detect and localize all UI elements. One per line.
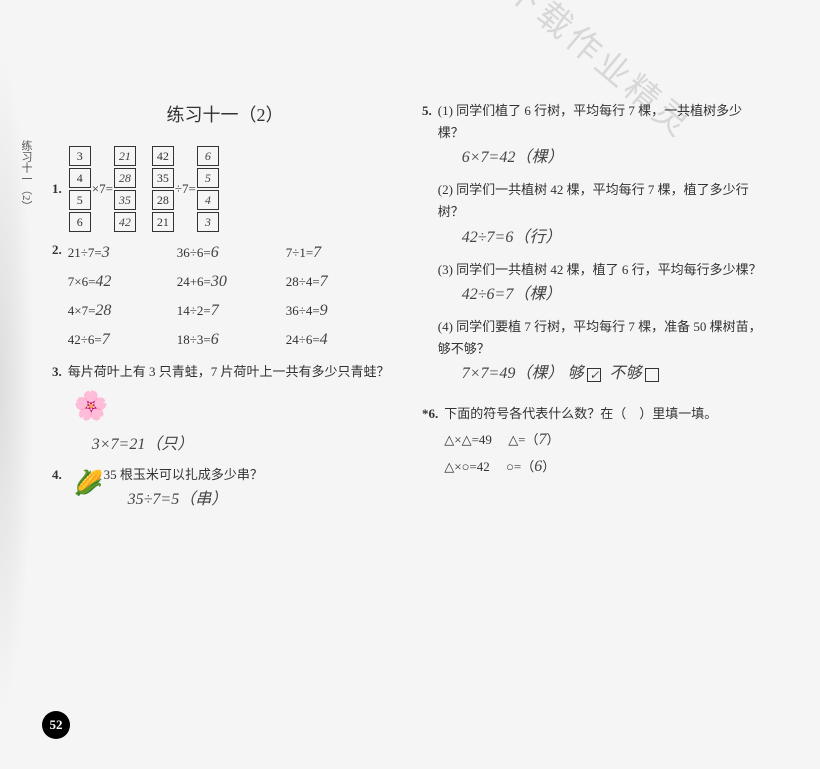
- side-label: 练习十一（2）: [18, 140, 34, 212]
- q2-grid: 21÷7=336÷6=67÷1=7 7×6=4224+6=3028÷4=7 4×7=…: [68, 239, 398, 356]
- q1-left-outputs: 21 28 35 42: [113, 145, 137, 233]
- page-curve: [0, 0, 40, 769]
- cell: 28: [114, 168, 136, 188]
- left-column: 练习十一（2） 1. 3 4 5 6 ×7= 21 28 35 42: [40, 100, 410, 720]
- q5-body: (1) 同学们植了 6 行树，平均每行 7 棵，一共植树多少棵？6×7=42（棵…: [438, 100, 768, 395]
- q2-item: 36÷4=9: [286, 297, 395, 324]
- q1-left-op: ×7=: [92, 178, 113, 200]
- q2-item: 21÷7=3: [68, 239, 177, 266]
- q1-right-inputs: 42 35 28 21: [151, 145, 175, 233]
- q5-part: (2) 同学们一共植树 42 棵，平均每行 7 棵，植了多少行树？42÷7=6（…: [438, 179, 768, 250]
- q6-eq2: △×○=42: [444, 459, 490, 474]
- q5-number: 5.: [422, 100, 432, 122]
- q3-text: 每片荷叶上有 3 只青蛙，7 片荷叶上一共有多少只青蛙？: [68, 364, 390, 379]
- q3-number: 3.: [52, 361, 62, 383]
- cell: 4: [197, 190, 219, 210]
- q2-item: 18÷3=6: [177, 326, 286, 353]
- corn-icon: 🌽: [74, 464, 104, 505]
- cell: 5: [197, 168, 219, 188]
- q6-line1: △×△=49 △=（7）: [444, 426, 768, 453]
- cell: 35: [114, 190, 136, 210]
- q5-part: (3) 同学们一共植树 42 棵，植了 6 行，平均每行多少棵？42÷6=7（棵…: [438, 259, 768, 308]
- q3-answer: 3×7=21（只）: [68, 431, 398, 458]
- right-column: 5. (1) 同学们植了 6 行树，平均每行 7 棵，一共植树多少棵？6×7=4…: [410, 100, 780, 720]
- q2-item: 14÷2=7: [177, 297, 286, 324]
- q6-label: ）: [547, 432, 560, 447]
- q1-right-group: 42 35 28 21 ÷7= 6 5 4 3: [151, 145, 220, 233]
- cell: 35: [152, 168, 174, 188]
- q2-item: 7×6=42: [68, 268, 177, 295]
- q1-left-inputs: 3 4 5 6: [68, 145, 92, 233]
- q2-item: 24÷6=4: [286, 326, 395, 353]
- q4-answer: 35÷7=5（串）: [104, 486, 398, 513]
- question-5: 5. (1) 同学们植了 6 行树，平均每行 7 棵，一共植树多少棵？6×7=4…: [422, 100, 768, 395]
- cell: 42: [152, 146, 174, 166]
- question-6: *6. 下面的符号各代表什么数？在（ ）里填一填。 △×△=49 △=（7） △…: [422, 403, 768, 479]
- q4-number: 4.: [52, 464, 62, 486]
- question-4: 4. 🌽 35 根玉米可以扎成多少串？ 35÷7=5（串）: [52, 464, 398, 513]
- question-3: 3. 每片荷叶上有 3 只青蛙，7 片荷叶上一共有多少只青蛙？ 🌸 3×7=21…: [52, 361, 398, 458]
- page-title: 练习十一（2）: [52, 100, 398, 131]
- q1-right-op: ÷7=: [175, 178, 196, 200]
- cell: 6: [69, 212, 91, 232]
- cell: 3: [69, 146, 91, 166]
- cell: 3: [197, 212, 219, 232]
- q1-right-outputs: 6 5 4 3: [196, 145, 220, 233]
- q2-item: 36÷6=6: [177, 239, 286, 266]
- cell: 21: [114, 146, 136, 166]
- lotus-icon: 🌸: [74, 383, 109, 431]
- q1-left-group: 3 4 5 6 ×7= 21 28 35 42: [68, 145, 137, 233]
- q6-eq1: △×△=49: [444, 432, 492, 447]
- cell: 21: [152, 212, 174, 232]
- q6-intro: 下面的符号各代表什么数？在（ ）里填一填。: [444, 403, 768, 425]
- q2-number: 2.: [52, 239, 62, 261]
- cell: 28: [152, 190, 174, 210]
- cell: 6: [197, 146, 219, 166]
- q2-item: 24+6=30: [177, 268, 286, 295]
- cell: 4: [69, 168, 91, 188]
- q5-part: (4) 同学们要植 7 行树，平均每行 7 棵，准备 50 棵树苗，够不够？7×…: [438, 316, 768, 387]
- q6-line2: △×○=42 ○=（6）: [444, 453, 768, 480]
- q6-label: ）: [542, 459, 555, 474]
- page-number-badge: 52: [42, 711, 70, 739]
- question-1: 1. 3 4 5 6 ×7= 21 28 35 42 42: [52, 145, 398, 233]
- q2-item: 4×7=28: [68, 297, 177, 324]
- q6-label: △=（: [508, 432, 538, 447]
- q6-label: ○=（: [506, 459, 534, 474]
- q2-item: 28÷4=7: [286, 268, 395, 295]
- q4-text: 35 根玉米可以扎成多少串？: [104, 467, 263, 482]
- q6-ans1: 7: [539, 431, 547, 448]
- q1-number: 1.: [52, 178, 62, 200]
- page-content: 练习十一（2） 1. 3 4 5 6 ×7= 21 28 35 42: [40, 100, 780, 720]
- q5-part: (1) 同学们植了 6 行树，平均每行 7 棵，一共植树多少棵？6×7=42（棵…: [438, 100, 768, 171]
- q2-item: 42÷6=7: [68, 326, 177, 353]
- q6-number: *6.: [422, 403, 438, 425]
- cell: 42: [114, 212, 136, 232]
- q2-item: 7÷1=7: [286, 239, 395, 266]
- question-2: 2. 21÷7=336÷6=67÷1=7 7×6=4224+6=3028÷4=7 4…: [52, 239, 398, 356]
- cell: 5: [69, 190, 91, 210]
